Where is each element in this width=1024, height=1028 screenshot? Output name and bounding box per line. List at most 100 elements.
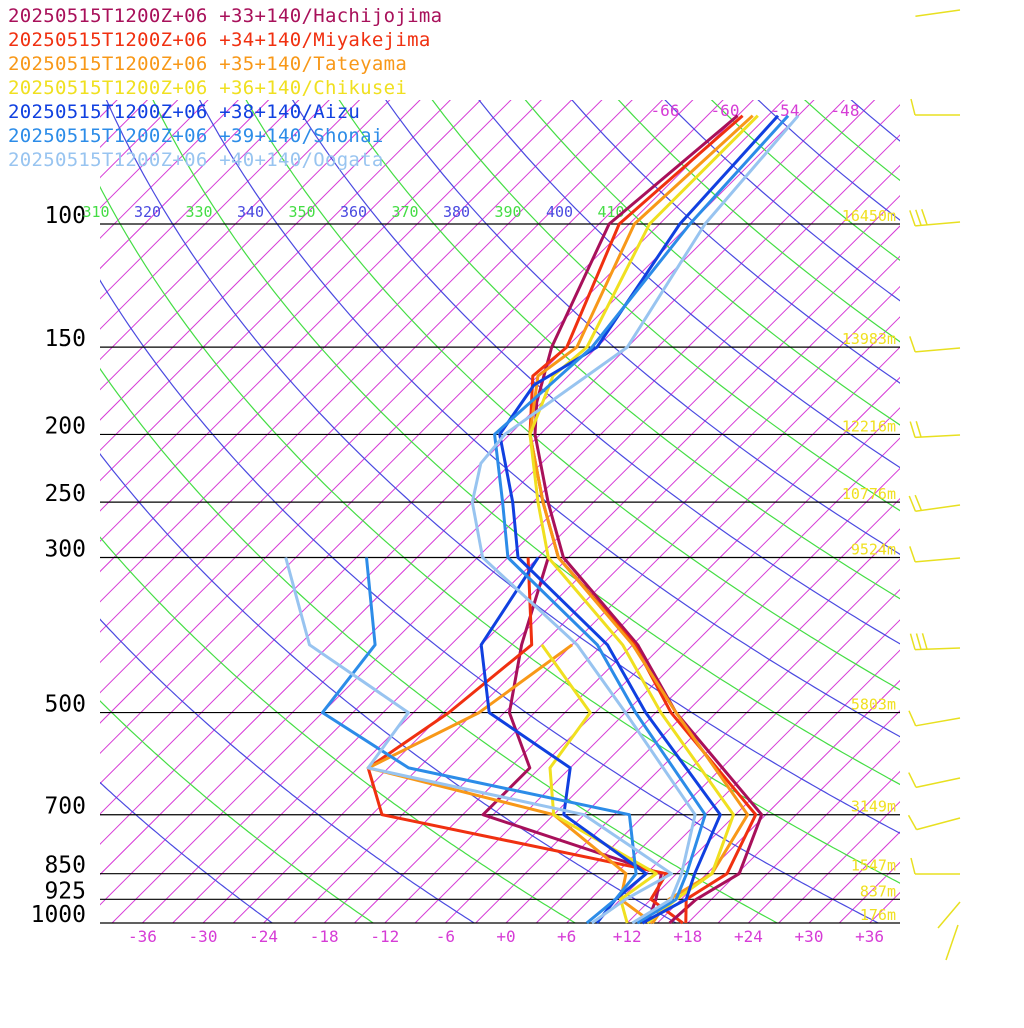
- height-label: 12216m: [842, 417, 896, 435]
- wind-barb-flag: [909, 495, 915, 511]
- wind-barb-shaft: [915, 10, 960, 16]
- legend-entry: 20250515T1200Z+06 +35+140/Tateyama: [8, 52, 442, 76]
- theta-label: 310: [82, 203, 109, 221]
- wind-barb-flag: [910, 421, 915, 437]
- theta-label: 320: [134, 203, 161, 221]
- theta-label: 390: [494, 203, 521, 221]
- pressure-tick-label: 925: [44, 878, 86, 904]
- dry-adiabat-line: [0, 43, 777, 924]
- isotherm-line: [536, 69, 1024, 923]
- temperature-tick-label: -6: [436, 927, 455, 946]
- wind-barb: [909, 803, 960, 831]
- height-label: 9524m: [851, 541, 896, 559]
- isotherm-line: [173, 69, 1024, 923]
- pressure-tick-label: 200: [44, 413, 86, 439]
- legend-entry: 20250515T1200Z+06 +36+140/Chikusei: [8, 76, 442, 100]
- theta-label: 380: [443, 203, 470, 221]
- isotherm-line: [0, 69, 178, 923]
- temperature-tick-label: -30: [189, 927, 218, 946]
- dewpoint-series-line: [286, 558, 672, 924]
- temperature-tick-label: -18: [310, 927, 339, 946]
- height-label: 10776m: [842, 485, 896, 503]
- isotherm-label: -48: [831, 101, 860, 120]
- wind-barb-flag: [910, 546, 915, 562]
- wind-barb-flag: [909, 814, 917, 830]
- temperature-tick-label: +30: [795, 927, 824, 946]
- height-label: 176m: [860, 906, 896, 924]
- wind-barb: [910, 419, 960, 438]
- wind-barb-flag: [911, 99, 915, 115]
- temperature-tick-label: -24: [249, 927, 278, 946]
- isotherm-line: [900, 69, 1024, 923]
- pressure-tick-label: 850: [44, 853, 86, 879]
- height-label: 1547m: [851, 857, 896, 875]
- height-label: 3149m: [851, 798, 896, 816]
- sounding-series: [286, 116, 799, 923]
- dry-adiabat-line: [480, 43, 1024, 924]
- wind-barb-flag: [910, 210, 915, 226]
- wind-barb: [909, 762, 960, 788]
- isotherm-line: [21, 69, 875, 923]
- theta-label: 370: [391, 203, 418, 221]
- legend-entry: 20250515T1200Z+06 +40+140/Oogata: [8, 148, 442, 172]
- wind-barb-shaft: [915, 505, 960, 511]
- wind-barb: [909, 702, 960, 726]
- temperature-tick-label: +24: [734, 927, 763, 946]
- temperature-tick-label: +18: [673, 927, 702, 946]
- temperature-tick-label: +36: [855, 927, 884, 946]
- wind-barb-flag: [909, 710, 916, 726]
- wind-barb-shaft: [917, 818, 960, 830]
- dry-adiabat-line: [524, 43, 1024, 924]
- wind-barb-shaft: [915, 435, 960, 437]
- height-label: 837m: [860, 882, 896, 900]
- wind-barb: [910, 332, 960, 352]
- wind-barb: [938, 902, 960, 928]
- wind-barb-shaft: [916, 718, 960, 726]
- isotherm-line: [233, 69, 1024, 923]
- temperature-tick-label: +12: [613, 927, 642, 946]
- wind-barb: [911, 858, 960, 874]
- wind-barb-flag: [916, 421, 921, 437]
- dry-adiabat-line: [304, 43, 1024, 924]
- temperature-tick-label: +0: [496, 927, 515, 946]
- pressure-tick-label: 700: [44, 794, 86, 820]
- isotherm-line: [355, 69, 1024, 923]
- isotherm-line: [203, 69, 1024, 923]
- pressure-tick-label: 1000: [31, 902, 86, 928]
- dry-adiabat-line: [0, 43, 676, 924]
- wind-barb-flag: [910, 634, 915, 650]
- isotherm-line: [0, 69, 209, 923]
- wind-barb-shaft: [916, 778, 960, 787]
- wind-barb: [909, 489, 960, 512]
- wind-barb: [910, 206, 960, 226]
- isotherm-line: [506, 69, 1024, 923]
- dry-adiabat-line: [171, 43, 1024, 924]
- theta-label: 340: [237, 203, 264, 221]
- temperature-tick-labels: -36-30-24-18-12-6+0+6+12+18+24+30+36: [128, 927, 884, 946]
- dry-adiabat-line: [568, 43, 1024, 924]
- pressure-tick-label: 300: [44, 537, 86, 563]
- wind-barb: [946, 925, 958, 960]
- legend-entry: 20250515T1200Z+06 +34+140/Miyakejima: [8, 28, 442, 52]
- pressure-tick-label: 500: [44, 692, 86, 718]
- isotherm-line: [82, 69, 936, 923]
- wind-barb-flag: [909, 772, 916, 788]
- theta-label: 350: [288, 203, 315, 221]
- isotherm-line: [476, 69, 1024, 923]
- wind-barb-flag: [922, 209, 927, 225]
- height-label: 13983m: [842, 330, 896, 348]
- wind-barb-flag: [922, 633, 927, 649]
- wind-barb-flag: [916, 633, 921, 649]
- legend-entry: 20250515T1200Z+06 +39+140/Shonai: [8, 124, 442, 148]
- wind-barb: [915, 10, 960, 16]
- dry-adiabat-line: [0, 43, 272, 924]
- wind-barb: [910, 632, 960, 650]
- wind-barb-flag: [910, 336, 915, 352]
- temperature-tick-label: -12: [370, 927, 399, 946]
- dry-adiabat-line: [127, 43, 1024, 924]
- wind-barb-flag: [911, 858, 915, 874]
